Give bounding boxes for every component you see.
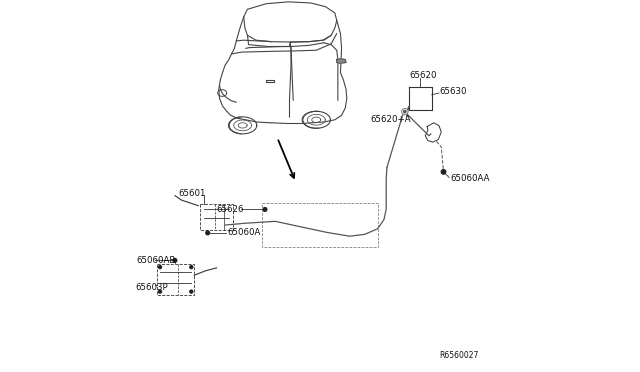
Text: 65630: 65630 — [440, 87, 467, 96]
Circle shape — [190, 266, 193, 269]
Polygon shape — [337, 59, 346, 63]
Text: 65620: 65620 — [410, 71, 436, 80]
Circle shape — [190, 290, 193, 293]
Text: 65060AA: 65060AA — [450, 174, 490, 183]
Text: 65601: 65601 — [178, 189, 205, 198]
Circle shape — [263, 208, 267, 211]
Text: 65060A: 65060A — [227, 228, 260, 237]
Text: 65620+A: 65620+A — [370, 115, 411, 124]
Bar — [157, 264, 195, 295]
Circle shape — [403, 110, 406, 113]
Circle shape — [159, 266, 161, 269]
Text: 65603P: 65603P — [136, 283, 168, 292]
Text: R6560027: R6560027 — [439, 351, 479, 360]
Circle shape — [159, 290, 161, 293]
Circle shape — [441, 170, 445, 174]
Bar — [262, 203, 378, 247]
Circle shape — [206, 231, 209, 235]
Text: 65060AB: 65060AB — [136, 256, 176, 265]
Text: 65626: 65626 — [216, 205, 244, 214]
Circle shape — [173, 259, 177, 262]
Bar — [200, 204, 233, 230]
Circle shape — [402, 109, 408, 115]
Circle shape — [404, 110, 406, 113]
